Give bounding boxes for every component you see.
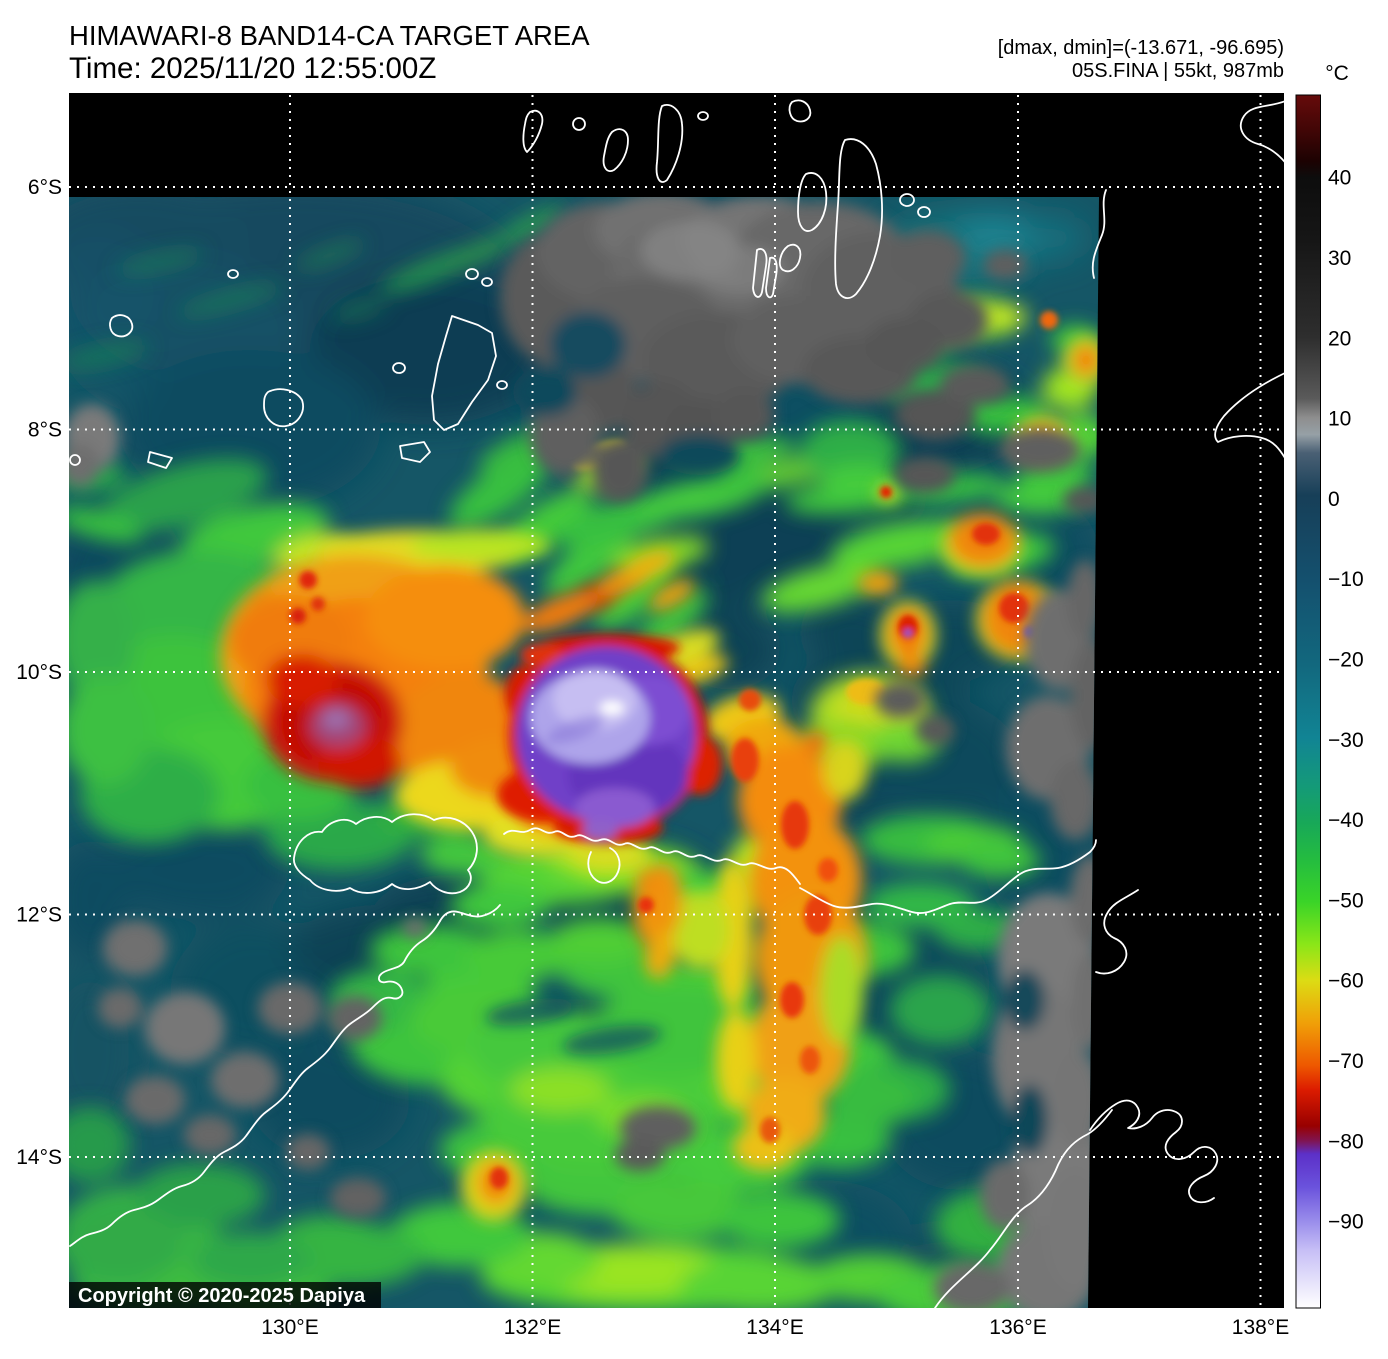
- svg-text:138°E: 138°E: [1232, 1316, 1289, 1339]
- svg-text:−10: −10: [1328, 568, 1364, 591]
- svg-text:−90: −90: [1328, 1211, 1364, 1234]
- svg-text:40: 40: [1328, 167, 1351, 190]
- svg-text:134°E: 134°E: [746, 1316, 803, 1339]
- svg-text:HIMAWARI-8 BAND14-CA TARGET AR: HIMAWARI-8 BAND14-CA TARGET AREA: [69, 20, 590, 51]
- svg-text:[dmax, dmin]=(-13.671, -96.695: [dmax, dmin]=(-13.671, -96.695): [998, 37, 1284, 59]
- svg-text:05S.FINA | 55kt, 987mb: 05S.FINA | 55kt, 987mb: [1072, 60, 1284, 82]
- svg-text:14°S: 14°S: [16, 1146, 62, 1169]
- svg-text:132°E: 132°E: [504, 1316, 561, 1339]
- svg-text:10°S: 10°S: [16, 661, 62, 684]
- svg-text:20: 20: [1328, 327, 1351, 350]
- svg-text:0: 0: [1328, 488, 1340, 511]
- svg-text:−50: −50: [1328, 889, 1364, 912]
- svg-text:−20: −20: [1328, 649, 1364, 672]
- svg-text:30: 30: [1328, 247, 1351, 270]
- svg-text:−40: −40: [1328, 809, 1364, 832]
- svg-text:−60: −60: [1328, 970, 1364, 993]
- svg-text:10: 10: [1328, 408, 1351, 431]
- svg-text:6°S: 6°S: [28, 176, 62, 199]
- svg-text:136°E: 136°E: [989, 1316, 1046, 1339]
- svg-text:Copyright © 2020-2025 Dapiya: Copyright © 2020-2025 Dapiya: [78, 1285, 366, 1307]
- svg-text:8°S: 8°S: [28, 419, 62, 442]
- svg-text:−30: −30: [1328, 729, 1364, 752]
- svg-text:−80: −80: [1328, 1130, 1364, 1153]
- svg-text:12°S: 12°S: [16, 904, 62, 927]
- svg-text:°C: °C: [1325, 62, 1349, 85]
- svg-text:130°E: 130°E: [261, 1316, 318, 1339]
- svg-text:Time: 2025/11/20 12:55:00Z: Time: 2025/11/20 12:55:00Z: [69, 52, 436, 85]
- svg-text:−70: −70: [1328, 1050, 1364, 1073]
